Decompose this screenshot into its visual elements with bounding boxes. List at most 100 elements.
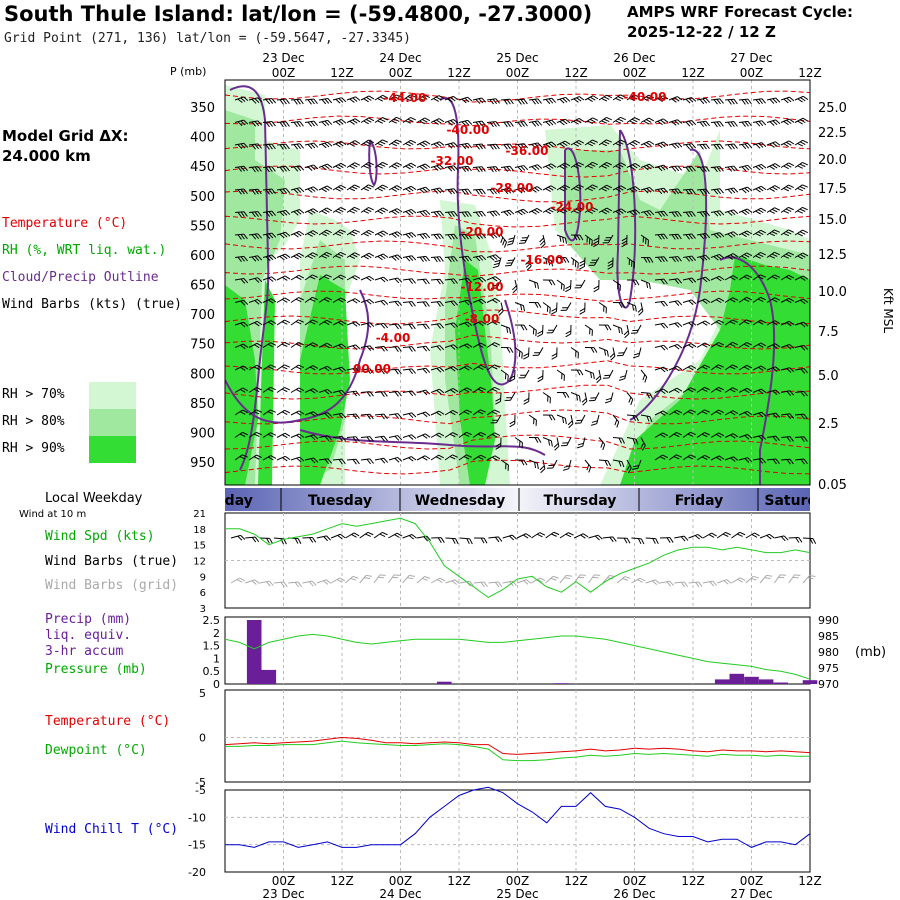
wind-speed-tick: 12 bbox=[193, 557, 206, 568]
wind-barb bbox=[374, 230, 389, 238]
wind-barb bbox=[528, 207, 543, 215]
wind-barb bbox=[500, 98, 514, 105]
wind-barb bbox=[514, 302, 526, 312]
surface-barb-grid bbox=[345, 575, 359, 584]
wind-barb bbox=[304, 230, 319, 237]
wind-barb bbox=[668, 233, 682, 240]
wind-barb bbox=[710, 253, 725, 261]
wind-barb bbox=[332, 207, 346, 214]
wind-barb bbox=[505, 257, 516, 267]
bottom-time-tick: 12Z bbox=[330, 874, 354, 888]
surface-barb-true bbox=[631, 537, 645, 545]
wind-barb bbox=[626, 140, 641, 147]
wind-barb bbox=[710, 409, 725, 416]
height-tick-label: 0.05 bbox=[818, 478, 847, 493]
wind-barb bbox=[724, 364, 738, 371]
wind-barb bbox=[626, 257, 635, 269]
wind-barb bbox=[766, 366, 781, 372]
wind-barb bbox=[780, 458, 794, 465]
surface-barb-true bbox=[488, 536, 503, 543]
wind-barb bbox=[472, 364, 487, 371]
wind-barb bbox=[444, 300, 459, 307]
wind-barb bbox=[528, 459, 539, 470]
bottom-date-label: 27 Dec bbox=[730, 887, 772, 900]
wind-barb bbox=[276, 253, 291, 261]
weekday-label: Monday bbox=[191, 493, 253, 509]
surface-barb-grid bbox=[717, 579, 732, 585]
wind-barb bbox=[528, 164, 543, 171]
height-tick-label: 5.0 bbox=[818, 369, 839, 384]
wind-barb bbox=[570, 206, 584, 214]
isotherm-label: -8.00 bbox=[465, 312, 500, 326]
surface-barb-grid bbox=[759, 574, 773, 584]
wind-barb bbox=[752, 411, 767, 418]
wind-barb bbox=[234, 165, 248, 172]
wind-barb bbox=[332, 97, 347, 104]
wind-barb bbox=[626, 209, 641, 216]
isotherm-label: -20.00 bbox=[461, 225, 504, 239]
wind-barb bbox=[262, 166, 276, 173]
wind-chill-axis: -5 -10 -15 -20 bbox=[188, 784, 206, 879]
wind-barb bbox=[430, 300, 444, 307]
wind-barb bbox=[551, 302, 558, 315]
pressure-tick-label: 500 bbox=[190, 190, 215, 205]
wind-barb bbox=[752, 274, 766, 281]
wind-barb bbox=[402, 412, 417, 419]
wind-barb bbox=[766, 141, 781, 148]
wind-barb bbox=[332, 435, 346, 442]
wind-barb bbox=[724, 410, 739, 416]
wind-barb bbox=[248, 120, 263, 127]
top-date-label: 25 Dec bbox=[496, 51, 538, 65]
wind-barb bbox=[654, 164, 669, 172]
pressure-tick: 980 bbox=[818, 646, 839, 659]
wind-barb bbox=[724, 209, 739, 216]
wind-barb bbox=[546, 324, 558, 334]
surface-barb-true bbox=[759, 533, 775, 540]
wind-barb bbox=[318, 251, 332, 259]
wind-barb bbox=[332, 320, 347, 326]
wind-barb bbox=[570, 162, 584, 169]
wind-barb bbox=[626, 163, 641, 170]
wind-barb bbox=[318, 435, 333, 441]
wind-barb bbox=[318, 319, 333, 326]
wind-barb bbox=[584, 117, 599, 125]
wind-barb bbox=[710, 275, 725, 282]
wind-barb bbox=[472, 276, 487, 283]
isotherm bbox=[225, 140, 810, 153]
wind-barb bbox=[668, 278, 682, 284]
wind-barb bbox=[360, 458, 374, 465]
wind-barb bbox=[262, 320, 277, 326]
wind-barb bbox=[374, 299, 389, 306]
wind-barb bbox=[360, 207, 374, 214]
wind-barb bbox=[276, 165, 290, 173]
wind-barb bbox=[523, 392, 530, 405]
wind-barb bbox=[682, 211, 696, 218]
bottom-date-label: 23 Dec bbox=[262, 887, 304, 900]
wind-barb bbox=[710, 188, 724, 195]
height-axis-title: Kft MSL bbox=[881, 288, 895, 333]
wind-barb bbox=[710, 386, 724, 393]
wind-barb bbox=[234, 96, 249, 104]
wind-barb bbox=[579, 302, 586, 315]
surface-barb-true bbox=[645, 537, 659, 545]
temp-grid bbox=[225, 690, 810, 782]
wind-barb bbox=[565, 279, 572, 293]
wind-barb bbox=[490, 414, 502, 424]
wind-barb bbox=[794, 413, 808, 420]
wind-barb bbox=[290, 209, 305, 216]
wind-barb bbox=[612, 459, 625, 468]
weekday-label: Thursday bbox=[544, 493, 617, 509]
wind-barb bbox=[794, 367, 809, 374]
wind-barb bbox=[794, 184, 808, 192]
wind-barb bbox=[248, 387, 262, 393]
wind-barb bbox=[752, 229, 767, 237]
wind-barb bbox=[234, 255, 248, 263]
wind-barb bbox=[360, 436, 374, 442]
wind-barb bbox=[472, 255, 487, 262]
wind-barb bbox=[402, 117, 416, 124]
wind-barb bbox=[332, 184, 347, 192]
surface-barb-grid bbox=[474, 581, 488, 588]
wind-barb bbox=[612, 414, 620, 428]
wind-barb bbox=[318, 458, 332, 464]
